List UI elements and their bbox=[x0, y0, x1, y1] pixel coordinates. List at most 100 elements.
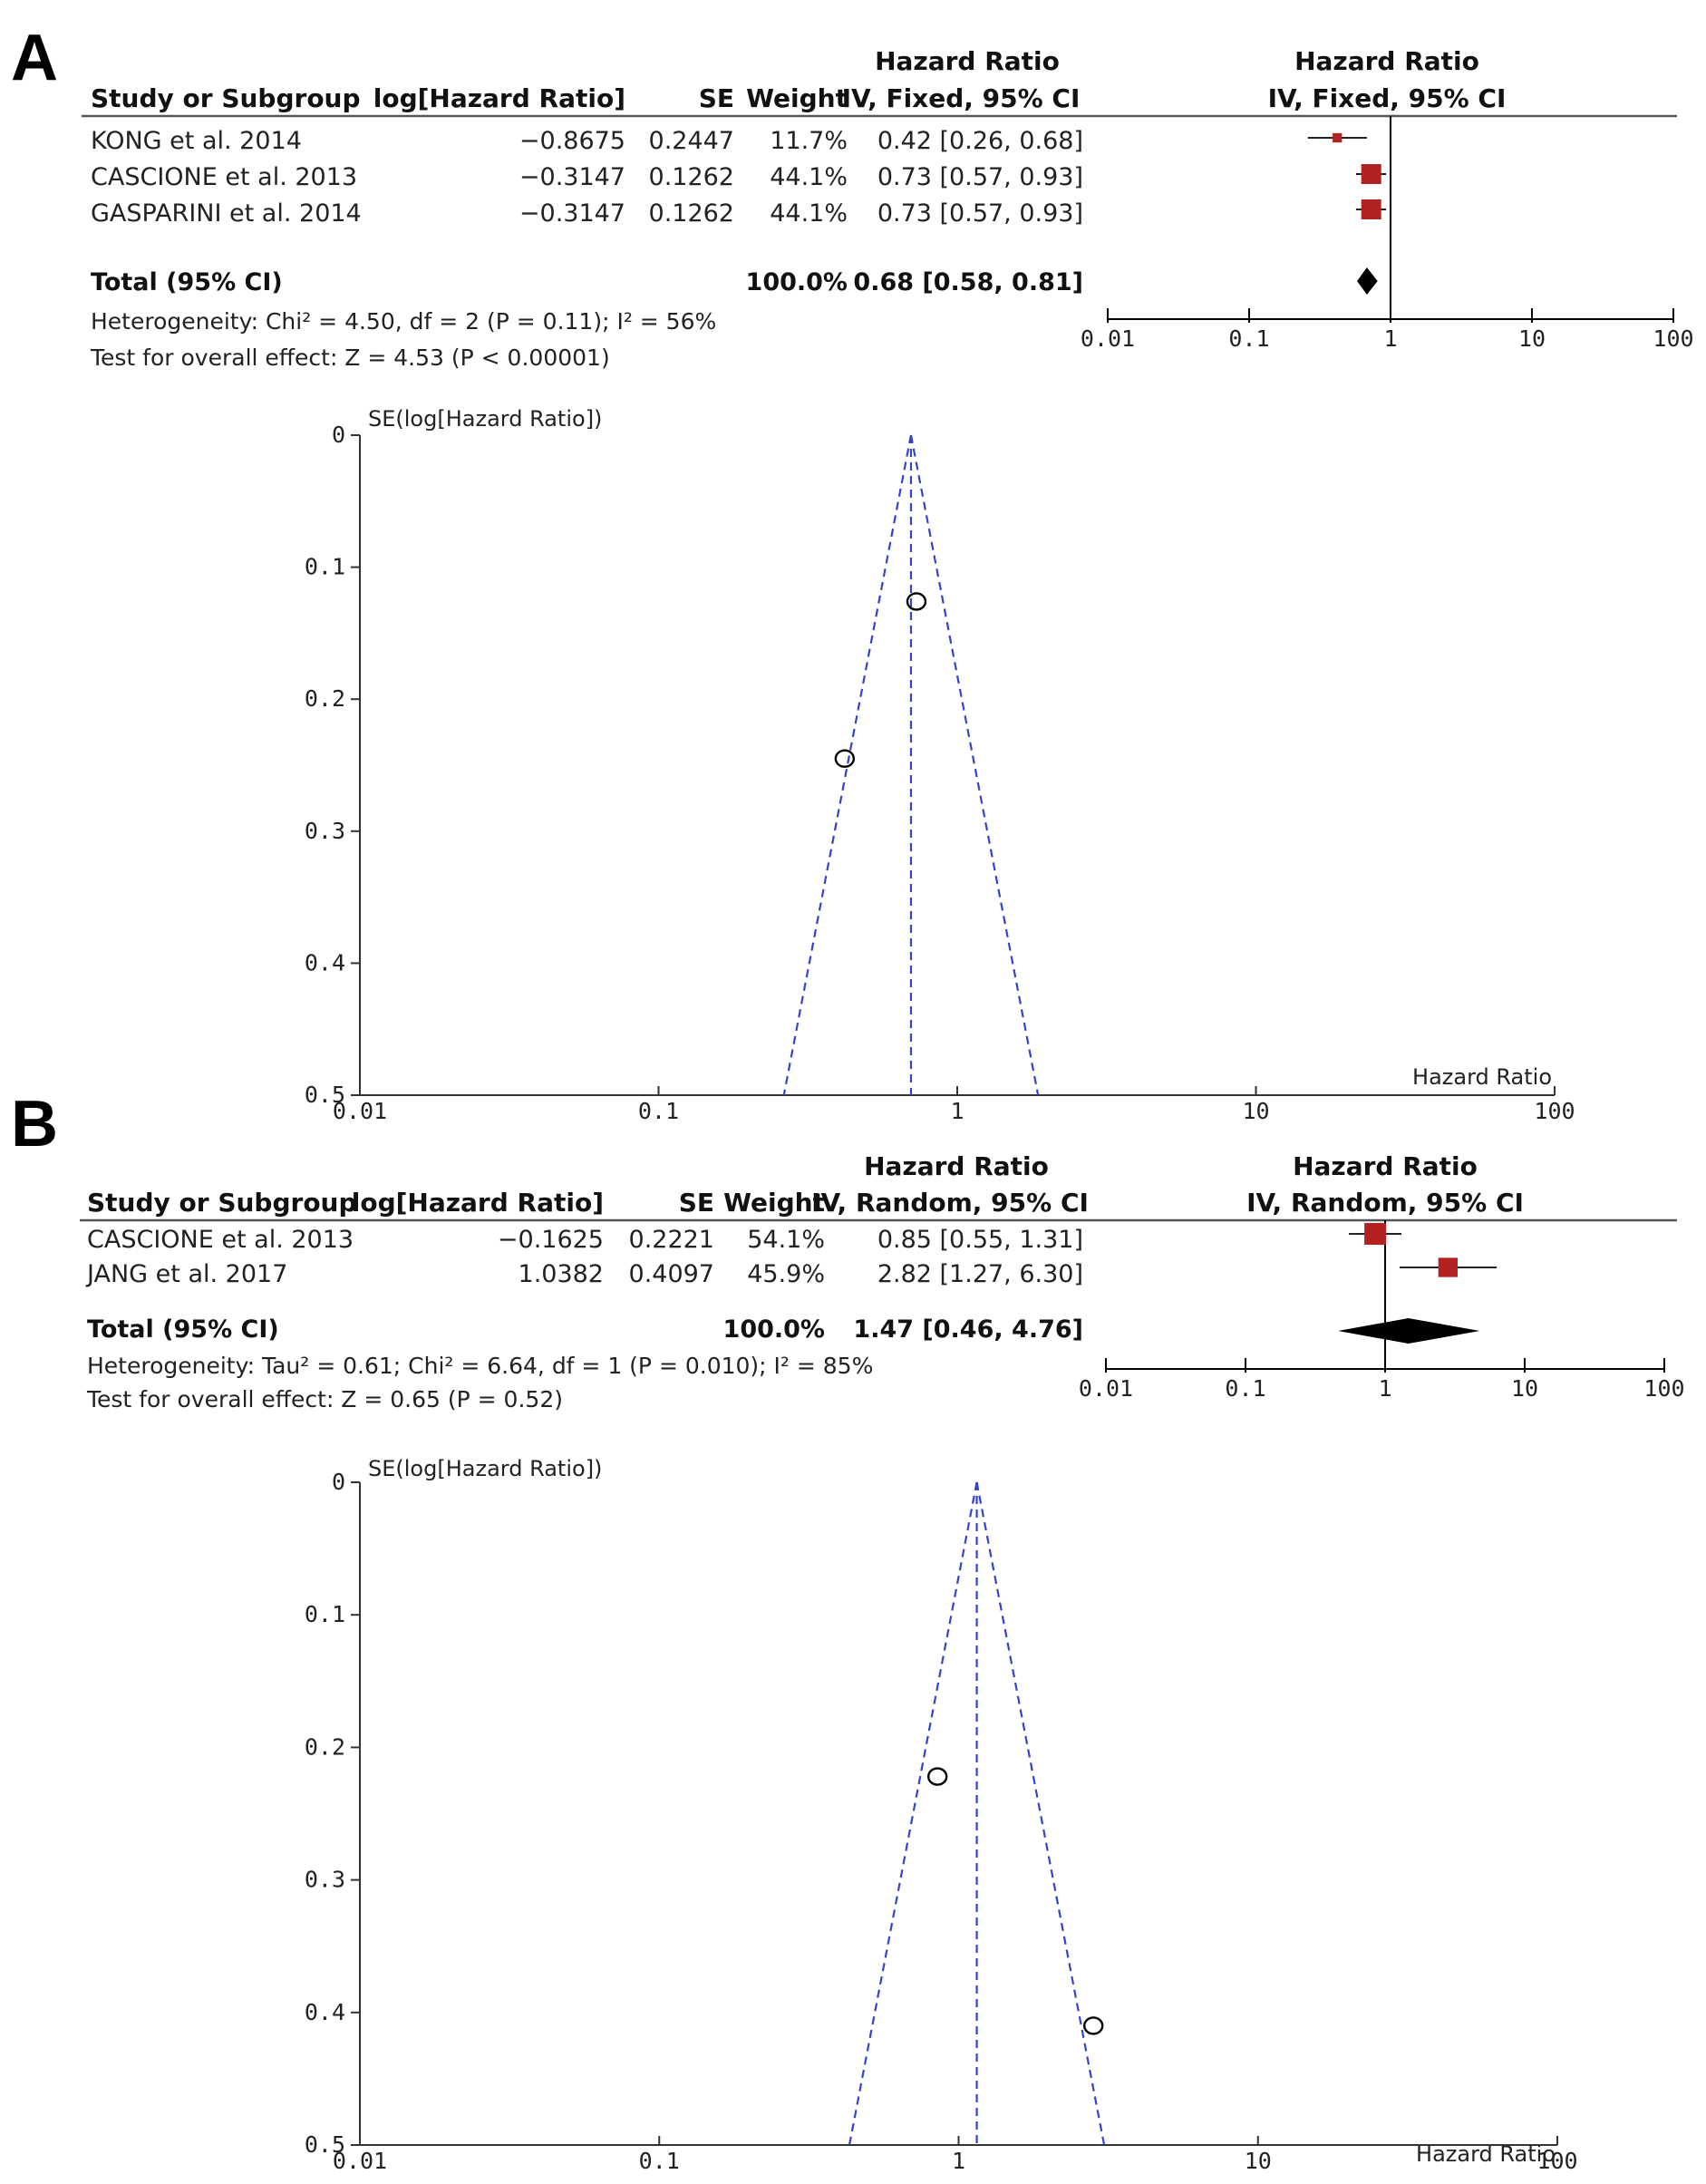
header-hazard-ratio-a: Hazard Ratio bbox=[875, 46, 1060, 76]
col-se-a: SE bbox=[699, 83, 734, 113]
funnel-x-tick-label: 0.01 bbox=[333, 1098, 387, 1124]
funnel-plot-a: SE(log[Hazard Ratio]) Hazard Ratio 00.10… bbox=[305, 406, 1575, 1124]
col-weight-a: Weight bbox=[746, 83, 848, 113]
funnel-graph-a: 0 0.1 0.2 0.3 0.4 0.50.01 0.1 1 10 100 bbox=[305, 422, 1575, 1124]
col-study-a: Study or Subgroup bbox=[91, 83, 361, 113]
study-loghr: 1.0382 bbox=[519, 1260, 604, 1288]
study-marker bbox=[1438, 1257, 1458, 1277]
plot-header-top-a: Hazard Ratio bbox=[1294, 46, 1479, 76]
study-ci: 0.42 [0.26, 0.68] bbox=[877, 127, 1083, 155]
forest-x-tick-label: 0.01 bbox=[1081, 325, 1135, 352]
funnel-ci-right bbox=[909, 434, 1040, 1096]
table-row: JANG et al. 2017 1.0382 0.4097 45.9% 2.8… bbox=[85, 1260, 1083, 1288]
overall-effect-a: Test for overall effect: Z = 4.53 (P < 0… bbox=[90, 345, 610, 371]
forest-x-tick-label: 0.1 bbox=[1228, 325, 1269, 352]
study-loghr: −0.3147 bbox=[519, 199, 625, 228]
funnel-y-tick-label: 0.5 bbox=[305, 2131, 345, 2158]
funnel-xlabel-a: Hazard Ratio bbox=[1412, 1064, 1552, 1090]
study-ci: 0.73 [0.57, 0.93] bbox=[877, 163, 1083, 191]
table-row: KONG et al. 2014 −0.8675 0.2447 11.7% 0.… bbox=[91, 127, 1083, 155]
col-loghr-a: log[Hazard Ratio] bbox=[373, 83, 625, 113]
col-se-b: SE bbox=[679, 1188, 714, 1218]
total-row: Total (95% CI) 100.0% 1.47 [0.46, 4.76] bbox=[87, 1315, 1083, 1344]
total-ci: 0.68 [0.58, 0.81] bbox=[853, 268, 1083, 296]
study-weight: 44.1% bbox=[770, 163, 848, 191]
funnel-y-tick-label: 0.1 bbox=[305, 554, 345, 580]
funnel-study-point bbox=[906, 592, 927, 611]
study-name: GASPARINI et al. 2014 bbox=[91, 199, 362, 228]
heterogeneity-a: Heterogeneity: Chi² = 4.50, df = 2 (P = … bbox=[91, 308, 716, 335]
funnel-y-tick-label: 0.4 bbox=[305, 949, 345, 976]
pooled-diamond bbox=[1357, 267, 1378, 295]
study-marker bbox=[1361, 164, 1381, 184]
funnel-x-tick-label: 10 bbox=[1242, 1098, 1269, 1124]
forest-rows-b: CASCIONE et al. 2013 −0.1625 0.2221 54.1… bbox=[85, 1226, 1083, 1344]
study-weight: 11.7% bbox=[770, 127, 848, 155]
study-ci: 0.73 [0.57, 0.93] bbox=[877, 199, 1083, 228]
study-name: KONG et al. 2014 bbox=[91, 127, 302, 155]
funnel-x-tick-label: 0.1 bbox=[638, 1098, 679, 1124]
study-weight: 45.9% bbox=[747, 1260, 825, 1288]
col-study-b: Study or Subgroup bbox=[87, 1188, 357, 1218]
funnel-x-tick-label: 1 bbox=[952, 2148, 965, 2174]
forest-x-tick-label: 100 bbox=[1643, 1375, 1684, 1402]
funnel-y-tick-label: 0.5 bbox=[305, 1082, 345, 1108]
table-row: CASCIONE et al. 2013 −0.1625 0.2221 54.1… bbox=[87, 1226, 1083, 1254]
total-label: Total (95% CI) bbox=[91, 268, 283, 296]
panel-label-a: A bbox=[11, 22, 58, 94]
study-ci: 2.82 [1.27, 6.30] bbox=[877, 1260, 1083, 1288]
funnel-study-point bbox=[926, 1767, 948, 1786]
forest-x-tick-label: 10 bbox=[1511, 1375, 1538, 1402]
study-loghr: −0.1625 bbox=[498, 1226, 604, 1254]
overall-effect-b: Test for overall effect: Z = 0.65 (P = 0… bbox=[86, 1386, 563, 1412]
forest-rows-a: KONG et al. 2014 −0.8675 0.2447 11.7% 0.… bbox=[91, 127, 1083, 296]
funnel-plot-b: SE(log[Hazard Ratio]) Hazard Ratio 00.10… bbox=[305, 1456, 1578, 2174]
forest-graph-a: 0.01 0.1 1 10 100 bbox=[1081, 116, 1694, 352]
study-name: CASCIONE et al. 2013 bbox=[91, 163, 357, 191]
funnel-y-tick-label: 0.1 bbox=[305, 1601, 345, 1627]
funnel-y-tick-label: 0 bbox=[332, 422, 345, 448]
study-loghr: −0.3147 bbox=[519, 163, 625, 191]
forest-plot-b: Hazard Ratio Hazard Ratio Study or Subgr… bbox=[80, 1151, 1685, 1412]
total-weight: 100.0% bbox=[723, 1315, 825, 1344]
col-weight-b: Weight bbox=[723, 1188, 825, 1218]
total-weight: 100.0% bbox=[746, 268, 848, 296]
plot-header-top-b: Hazard Ratio bbox=[1293, 1151, 1478, 1181]
funnel-graph-b: 0 0.1 0.2 0.3 0.4 0.50.01 0.1 1 10 100 bbox=[305, 1469, 1578, 2174]
funnel-y-tick-label: 0 bbox=[332, 1469, 345, 1495]
study-name: JANG et al. 2017 bbox=[85, 1260, 287, 1288]
forest-graph-b: 0.01 0.1 1 10 100 bbox=[1079, 1220, 1685, 1402]
forest-x-tick-label: 1 bbox=[1383, 325, 1397, 352]
table-row: GASPARINI et al. 2014 −0.3147 0.1262 44.… bbox=[91, 199, 1083, 228]
study-marker bbox=[1364, 1223, 1387, 1245]
funnel-x-tick-label: 1 bbox=[950, 1098, 964, 1124]
funnel-x-tick-label: 100 bbox=[1534, 1098, 1575, 1124]
funnel-y-tick-label: 0.2 bbox=[305, 685, 345, 712]
study-ci: 0.85 [0.55, 1.31] bbox=[877, 1226, 1083, 1254]
funnel-ylabel-a: SE(log[Hazard Ratio]) bbox=[368, 406, 602, 432]
pooled-diamond bbox=[1338, 1318, 1480, 1344]
study-se: 0.2221 bbox=[629, 1226, 714, 1254]
header-hazard-ratio-b: Hazard Ratio bbox=[864, 1151, 1049, 1181]
study-marker bbox=[1333, 132, 1343, 143]
col-loghr-b: log[Hazard Ratio] bbox=[352, 1188, 604, 1218]
col-ci-a: IV, Fixed, 95% CI bbox=[842, 83, 1081, 113]
study-se: 0.2447 bbox=[649, 127, 734, 155]
funnel-y-tick-label: 0.3 bbox=[305, 818, 345, 844]
study-weight: 54.1% bbox=[747, 1226, 825, 1254]
panel-label-b: B bbox=[11, 1088, 58, 1160]
funnel-x-tick-label: 10 bbox=[1245, 2148, 1272, 2174]
forest-x-tick-label: 10 bbox=[1518, 325, 1546, 352]
funnel-x-tick-label: 0.1 bbox=[639, 2148, 680, 2174]
forest-x-tick-label: 0.1 bbox=[1225, 1375, 1265, 1402]
funnel-ylabel-b: SE(log[Hazard Ratio]) bbox=[368, 1456, 602, 1481]
total-ci: 1.47 [0.46, 4.76] bbox=[853, 1315, 1083, 1344]
total-label: Total (95% CI) bbox=[87, 1315, 279, 1344]
funnel-ci-left bbox=[848, 1481, 978, 2146]
forest-x-tick-label: 1 bbox=[1378, 1375, 1391, 1402]
study-se: 0.4097 bbox=[629, 1260, 714, 1288]
study-weight: 44.1% bbox=[770, 199, 848, 228]
funnel-x-tick-label: 100 bbox=[1536, 2148, 1577, 2174]
col-ci-b: IV, Random, 95% CI bbox=[811, 1188, 1089, 1218]
